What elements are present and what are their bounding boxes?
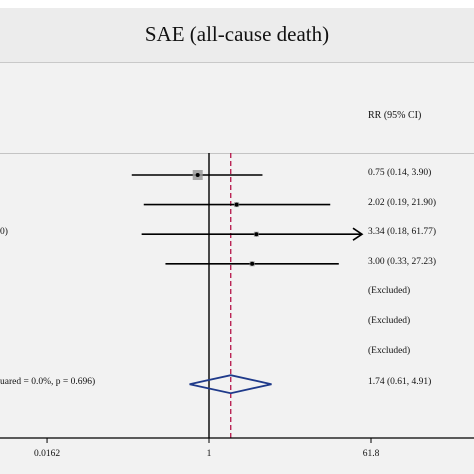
column-header: RR (95% CI) bbox=[368, 110, 422, 121]
study-point bbox=[234, 202, 239, 207]
study-ci-text: 3.00 (0.33, 27.23) bbox=[368, 256, 437, 267]
title-band bbox=[0, 8, 474, 63]
x-tick-label: 61.8 bbox=[362, 449, 380, 459]
study-point bbox=[195, 173, 200, 177]
study-ci-text: (Excluded) bbox=[368, 286, 411, 297]
overall-diamond bbox=[189, 374, 272, 395]
study-ci-text: 2.02 (0.19, 21.90) bbox=[368, 197, 437, 208]
study-point bbox=[254, 232, 259, 237]
top-band bbox=[0, 0, 474, 8]
x-tick-label: 1 bbox=[206, 449, 212, 459]
study-ci-text: (Excluded) bbox=[368, 345, 411, 356]
study-ci-arrow bbox=[352, 227, 364, 241]
header-band bbox=[0, 63, 474, 154]
overall-label: uared = 0.0%, p = 0.696) bbox=[0, 377, 96, 388]
chart-title: SAE (all-cause death) bbox=[144, 22, 330, 46]
study-label: 0) bbox=[0, 227, 8, 238]
study-ci-text: (Excluded) bbox=[368, 316, 411, 326]
x-tick-label: 0.0162 bbox=[33, 449, 61, 459]
study-point bbox=[250, 261, 255, 266]
overall-ci-text: 1.74 (0.61, 4.91) bbox=[368, 377, 432, 388]
study-ci-text: 0.75 (0.14, 3.90) bbox=[368, 168, 432, 178]
study-ci-text: 3.34 (0.18, 61.77) bbox=[368, 227, 437, 238]
